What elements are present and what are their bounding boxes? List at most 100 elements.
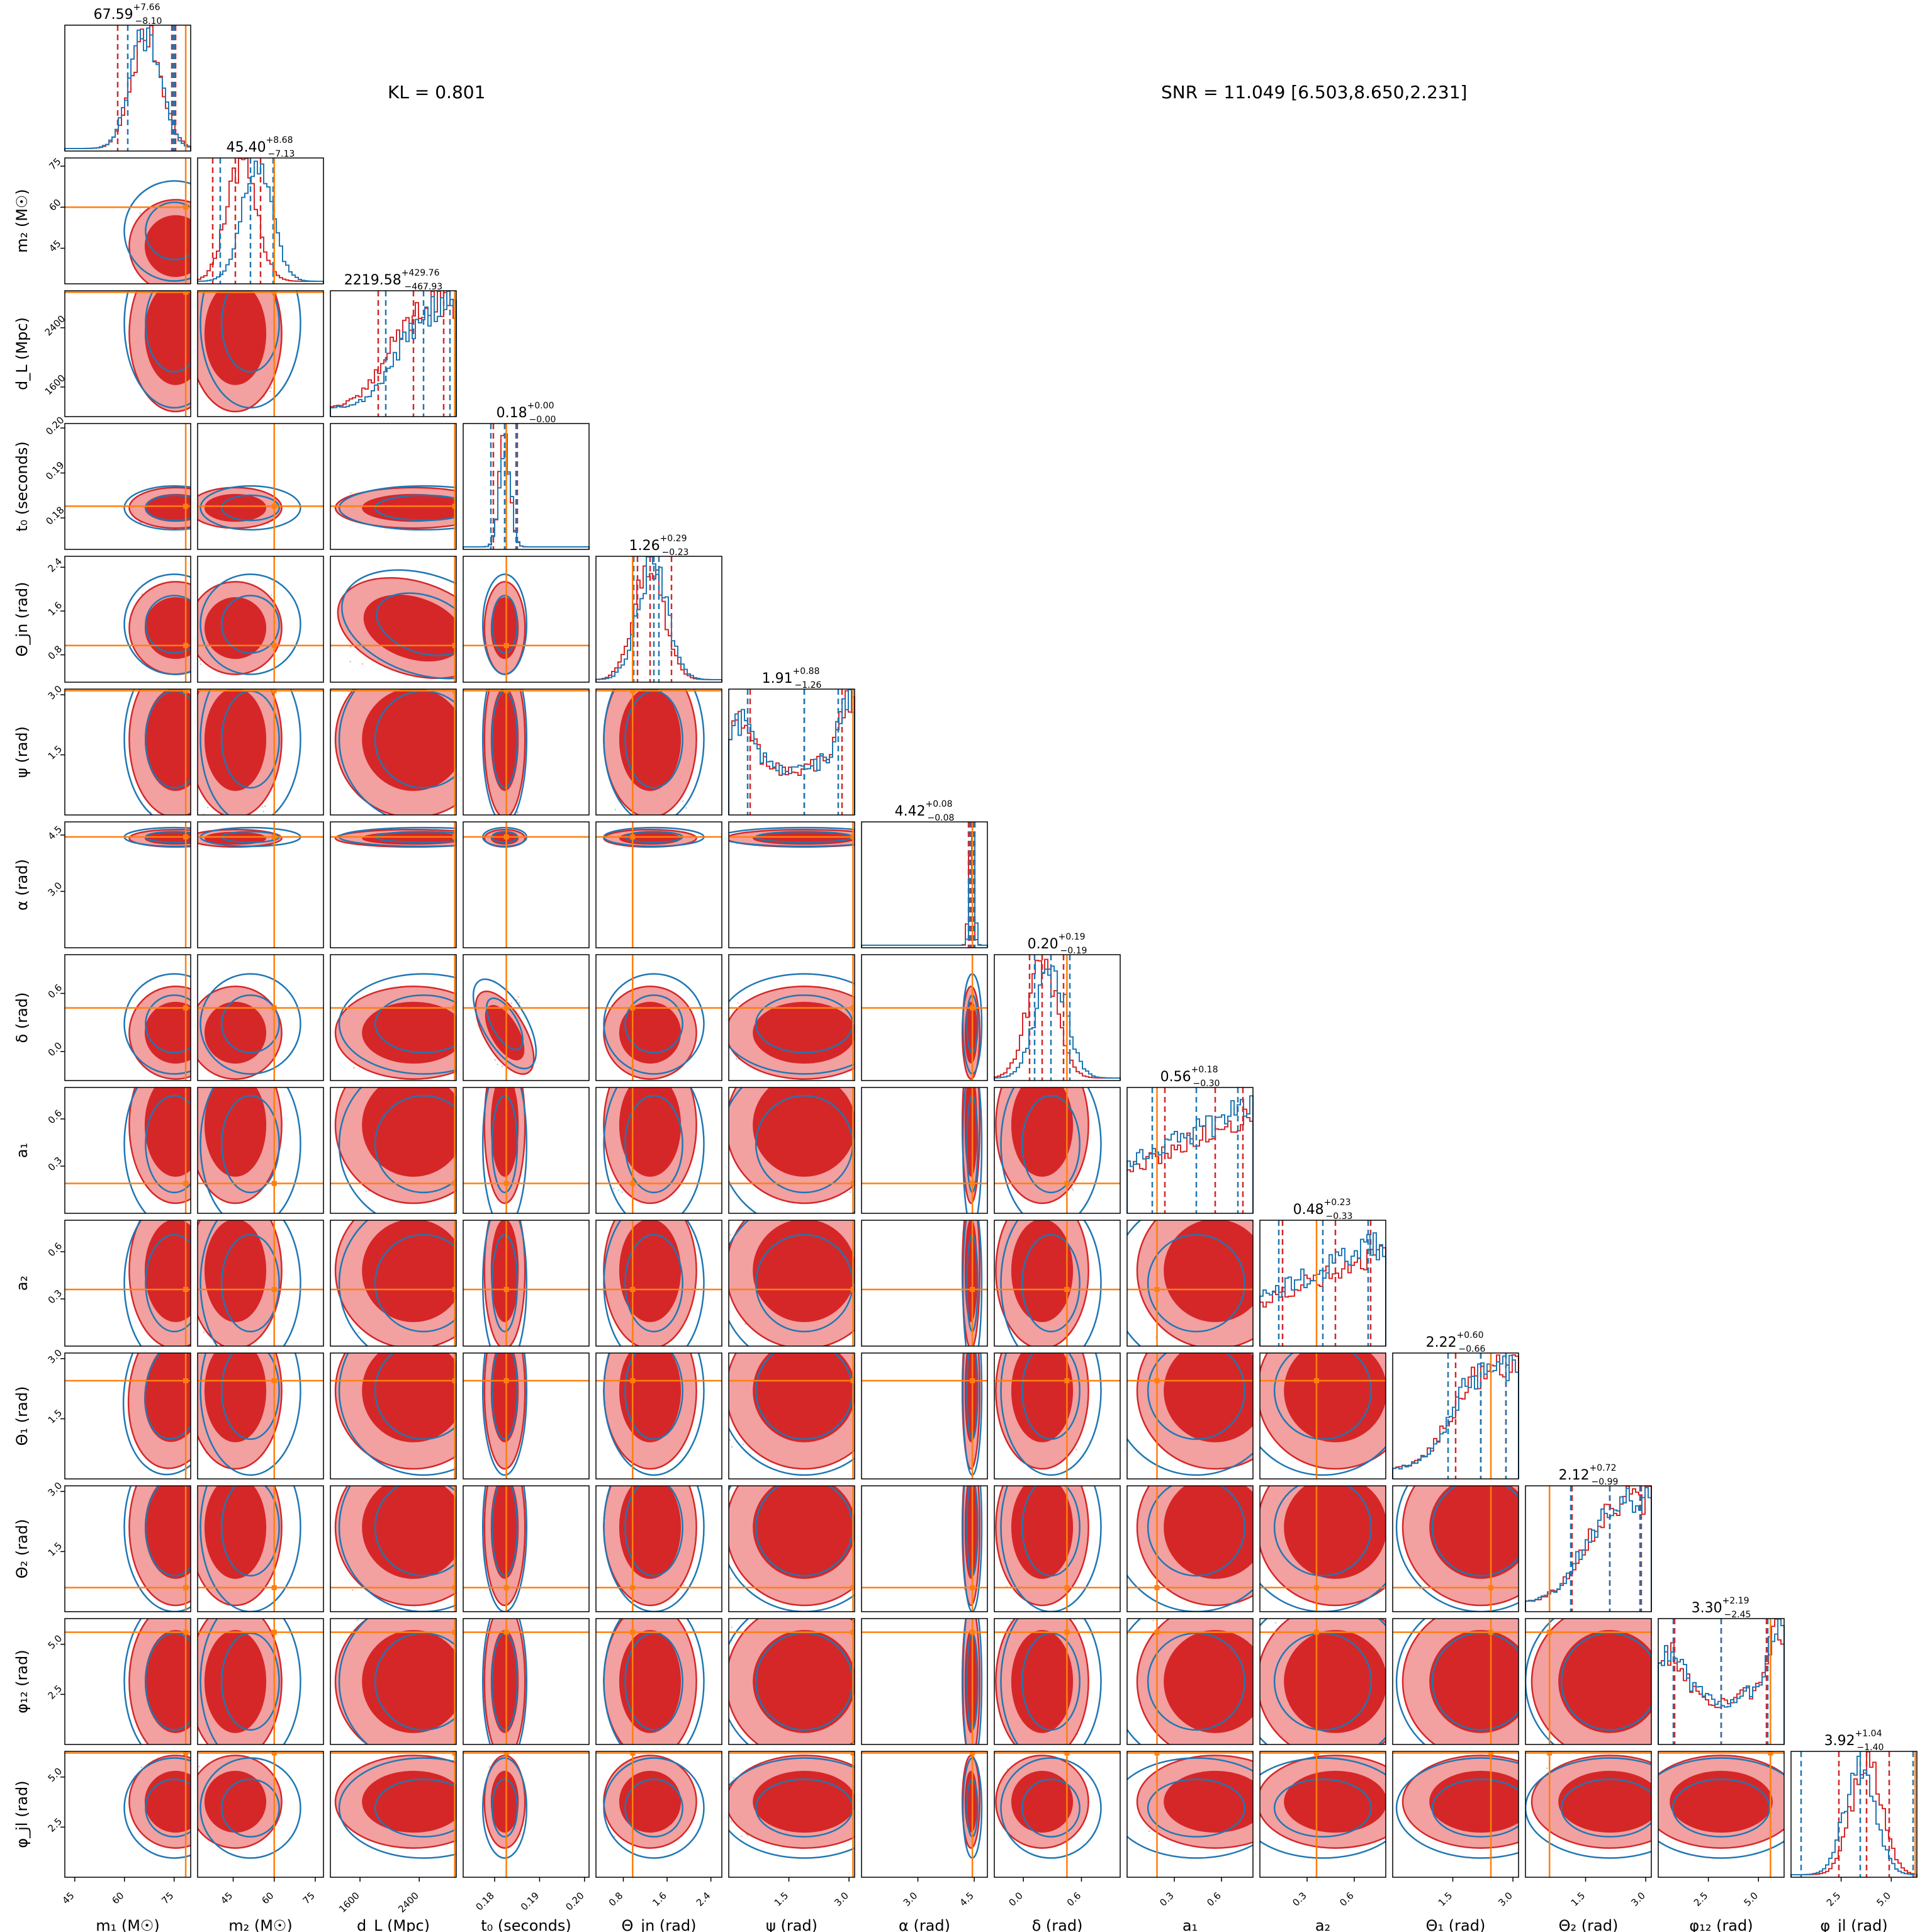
red-contour-inner xyxy=(362,1087,456,1177)
red-contour-inner xyxy=(485,1005,525,1060)
panel-contents-9-2 xyxy=(330,1220,456,1346)
red-contour-inner xyxy=(144,1087,191,1177)
panel-10-1 xyxy=(197,1352,324,1480)
sample-point xyxy=(614,809,617,811)
panel-frame xyxy=(64,157,191,284)
panel-contents-4-3 xyxy=(463,556,589,682)
truth-marker xyxy=(630,689,636,694)
sample-point xyxy=(1071,1188,1074,1189)
summary-plus: +0.29 xyxy=(660,534,687,544)
sample-point xyxy=(682,800,684,802)
truth-marker xyxy=(183,1287,189,1292)
panel-frame xyxy=(861,821,988,948)
panel-contents-7-2 xyxy=(330,955,456,1081)
panel-frame xyxy=(330,1352,457,1480)
panel-frame xyxy=(994,1087,1121,1214)
summary-minus: −0.19 xyxy=(1060,946,1087,956)
blue-contour-outer xyxy=(123,1087,147,1213)
panel-contents-9-3 xyxy=(463,1220,589,1346)
y-axis-label-7: δ (rad) xyxy=(13,992,31,1043)
truth-marker xyxy=(271,291,277,295)
param-summary-0: 67.59+7.66 −8.10 xyxy=(94,3,162,26)
sample-point xyxy=(621,1191,624,1193)
truth-marker xyxy=(183,1585,189,1590)
panel-7-1 xyxy=(197,954,324,1081)
blue-contour-inner xyxy=(145,1233,191,1333)
truth-marker xyxy=(183,291,189,295)
panel-contents-10-7 xyxy=(994,1353,1120,1479)
panel-6-3 xyxy=(463,821,590,948)
panel-contents-6-4 xyxy=(596,822,722,948)
truth-marker xyxy=(970,1585,975,1590)
blue-contour-inner xyxy=(491,1486,519,1577)
blue-contour-inner xyxy=(624,1353,683,1441)
red-contour-inner xyxy=(362,1353,456,1442)
sample-point xyxy=(683,1584,685,1586)
diag-panel-11: 2.12+0.72 −0.99 xyxy=(1525,1463,1652,1612)
panel-contents-3-2 xyxy=(330,424,456,549)
panel-11-4 xyxy=(595,1485,722,1612)
panel-5-4 xyxy=(595,688,722,816)
sample-point xyxy=(349,660,352,663)
panel-frame xyxy=(64,25,191,152)
panel-frame xyxy=(1259,1220,1386,1347)
blue-contour-outer xyxy=(481,1353,528,1476)
panel-contents-9-0 xyxy=(65,1220,191,1346)
red-contour-inner xyxy=(619,689,682,791)
summary-plus: +0.08 xyxy=(926,799,953,809)
panel-11-0: 1.53.0Θ₂ (rad) xyxy=(13,1480,191,1612)
truth-marker xyxy=(1064,1378,1070,1383)
sample-point xyxy=(261,806,264,808)
summary-plus: +0.18 xyxy=(1191,1065,1218,1075)
blue-contour-outer xyxy=(123,485,191,531)
red-contour-inner xyxy=(753,1220,855,1322)
truth-marker xyxy=(452,689,456,694)
blue-contour-inner xyxy=(145,1094,191,1194)
panel-frame xyxy=(595,821,722,948)
truth-marker xyxy=(503,1287,509,1292)
panel-8-5 xyxy=(728,1087,855,1214)
blue-contour-outer xyxy=(123,291,191,409)
summary-median: 45.40 xyxy=(227,140,266,155)
red-contour-inner xyxy=(362,689,456,791)
sample-point xyxy=(744,1323,746,1325)
sample-point xyxy=(269,390,271,393)
panel-contents-8-2 xyxy=(330,1087,456,1213)
summary-minus: −0.30 xyxy=(1193,1079,1220,1089)
panel-10-9 xyxy=(1259,1352,1386,1480)
sample-point xyxy=(518,1013,520,1015)
sample-point xyxy=(199,660,201,662)
truth-marker xyxy=(452,1181,456,1186)
blue-contour-outer xyxy=(338,1087,377,1213)
panel-7-4 xyxy=(595,954,722,1081)
panel-frame xyxy=(463,1220,590,1347)
panel-frame xyxy=(197,1087,324,1214)
truth-marker xyxy=(271,1585,277,1590)
panel-contents-11-4 xyxy=(596,1486,722,1612)
panel-frame xyxy=(330,688,457,816)
sample-point xyxy=(270,594,272,597)
blue-contour-outer xyxy=(123,689,154,815)
panel-9-6 xyxy=(861,1220,988,1347)
sample-point xyxy=(736,1058,738,1060)
truth-marker xyxy=(271,1005,277,1011)
blue-contour-outer xyxy=(481,1220,528,1346)
blue-contour-outer xyxy=(199,1087,301,1213)
red-contour-inner xyxy=(1011,1087,1074,1177)
blue-contour-outer xyxy=(123,180,191,282)
sample-point xyxy=(729,1578,732,1580)
summary-median: 0.48 xyxy=(1293,1202,1324,1218)
panel-contents-2-1 xyxy=(198,291,323,417)
panel-contents-4-1 xyxy=(198,556,323,682)
panel-5-2 xyxy=(330,688,457,816)
sample-point xyxy=(685,807,687,809)
panel-frame xyxy=(330,556,457,683)
blue-contour-inner xyxy=(491,1353,519,1441)
panel-11-3 xyxy=(463,1485,590,1612)
summary-median: 2.22 xyxy=(1426,1335,1457,1351)
param-summary-5: 1.91+0.88 −1.26 xyxy=(762,666,822,690)
panel-4-1 xyxy=(197,556,324,683)
summary-minus: −467.93 xyxy=(404,282,442,292)
blue-contour-outer xyxy=(338,689,388,815)
panel-contents-6-1 xyxy=(198,822,323,948)
